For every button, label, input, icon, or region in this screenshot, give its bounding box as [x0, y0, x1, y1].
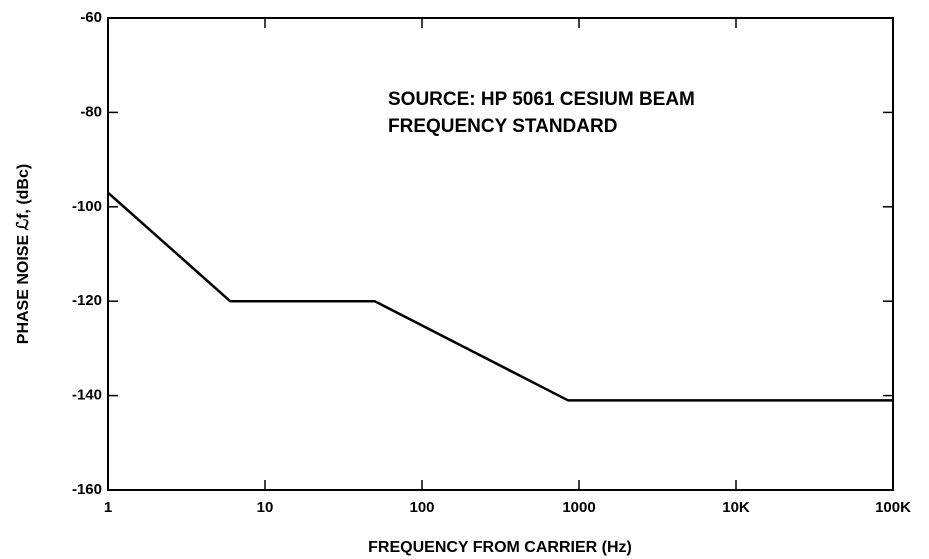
x-tick-label: 100K [875, 499, 911, 516]
x-tick-label: 10 [257, 499, 274, 516]
annotation: FREQUENCY STANDARD [388, 116, 617, 137]
y-tick-label: -80 [80, 103, 102, 120]
y-tick-label: -120 [72, 292, 102, 309]
annotation: SOURCE: HP 5061 CESIUM BEAM [388, 89, 695, 110]
x-axis-label: FREQUENCY FROM CARRIER (Hz) [368, 539, 632, 556]
series-line [107, 191, 893, 402]
y-tick-label: -60 [80, 9, 102, 26]
x-tick-label: 1 [104, 499, 112, 516]
y-tick-label: -100 [72, 198, 102, 215]
y-axis-label: PHASE NOISE ℒf, (dBc) [15, 164, 32, 344]
y-tick-label: -140 [72, 387, 102, 404]
plot-frame [107, 17, 894, 491]
x-tick-label: 1000 [562, 499, 595, 516]
y-tick-label: -160 [72, 481, 102, 498]
x-tick-label: 10K [722, 499, 750, 516]
x-tick-label: 100 [409, 499, 434, 516]
